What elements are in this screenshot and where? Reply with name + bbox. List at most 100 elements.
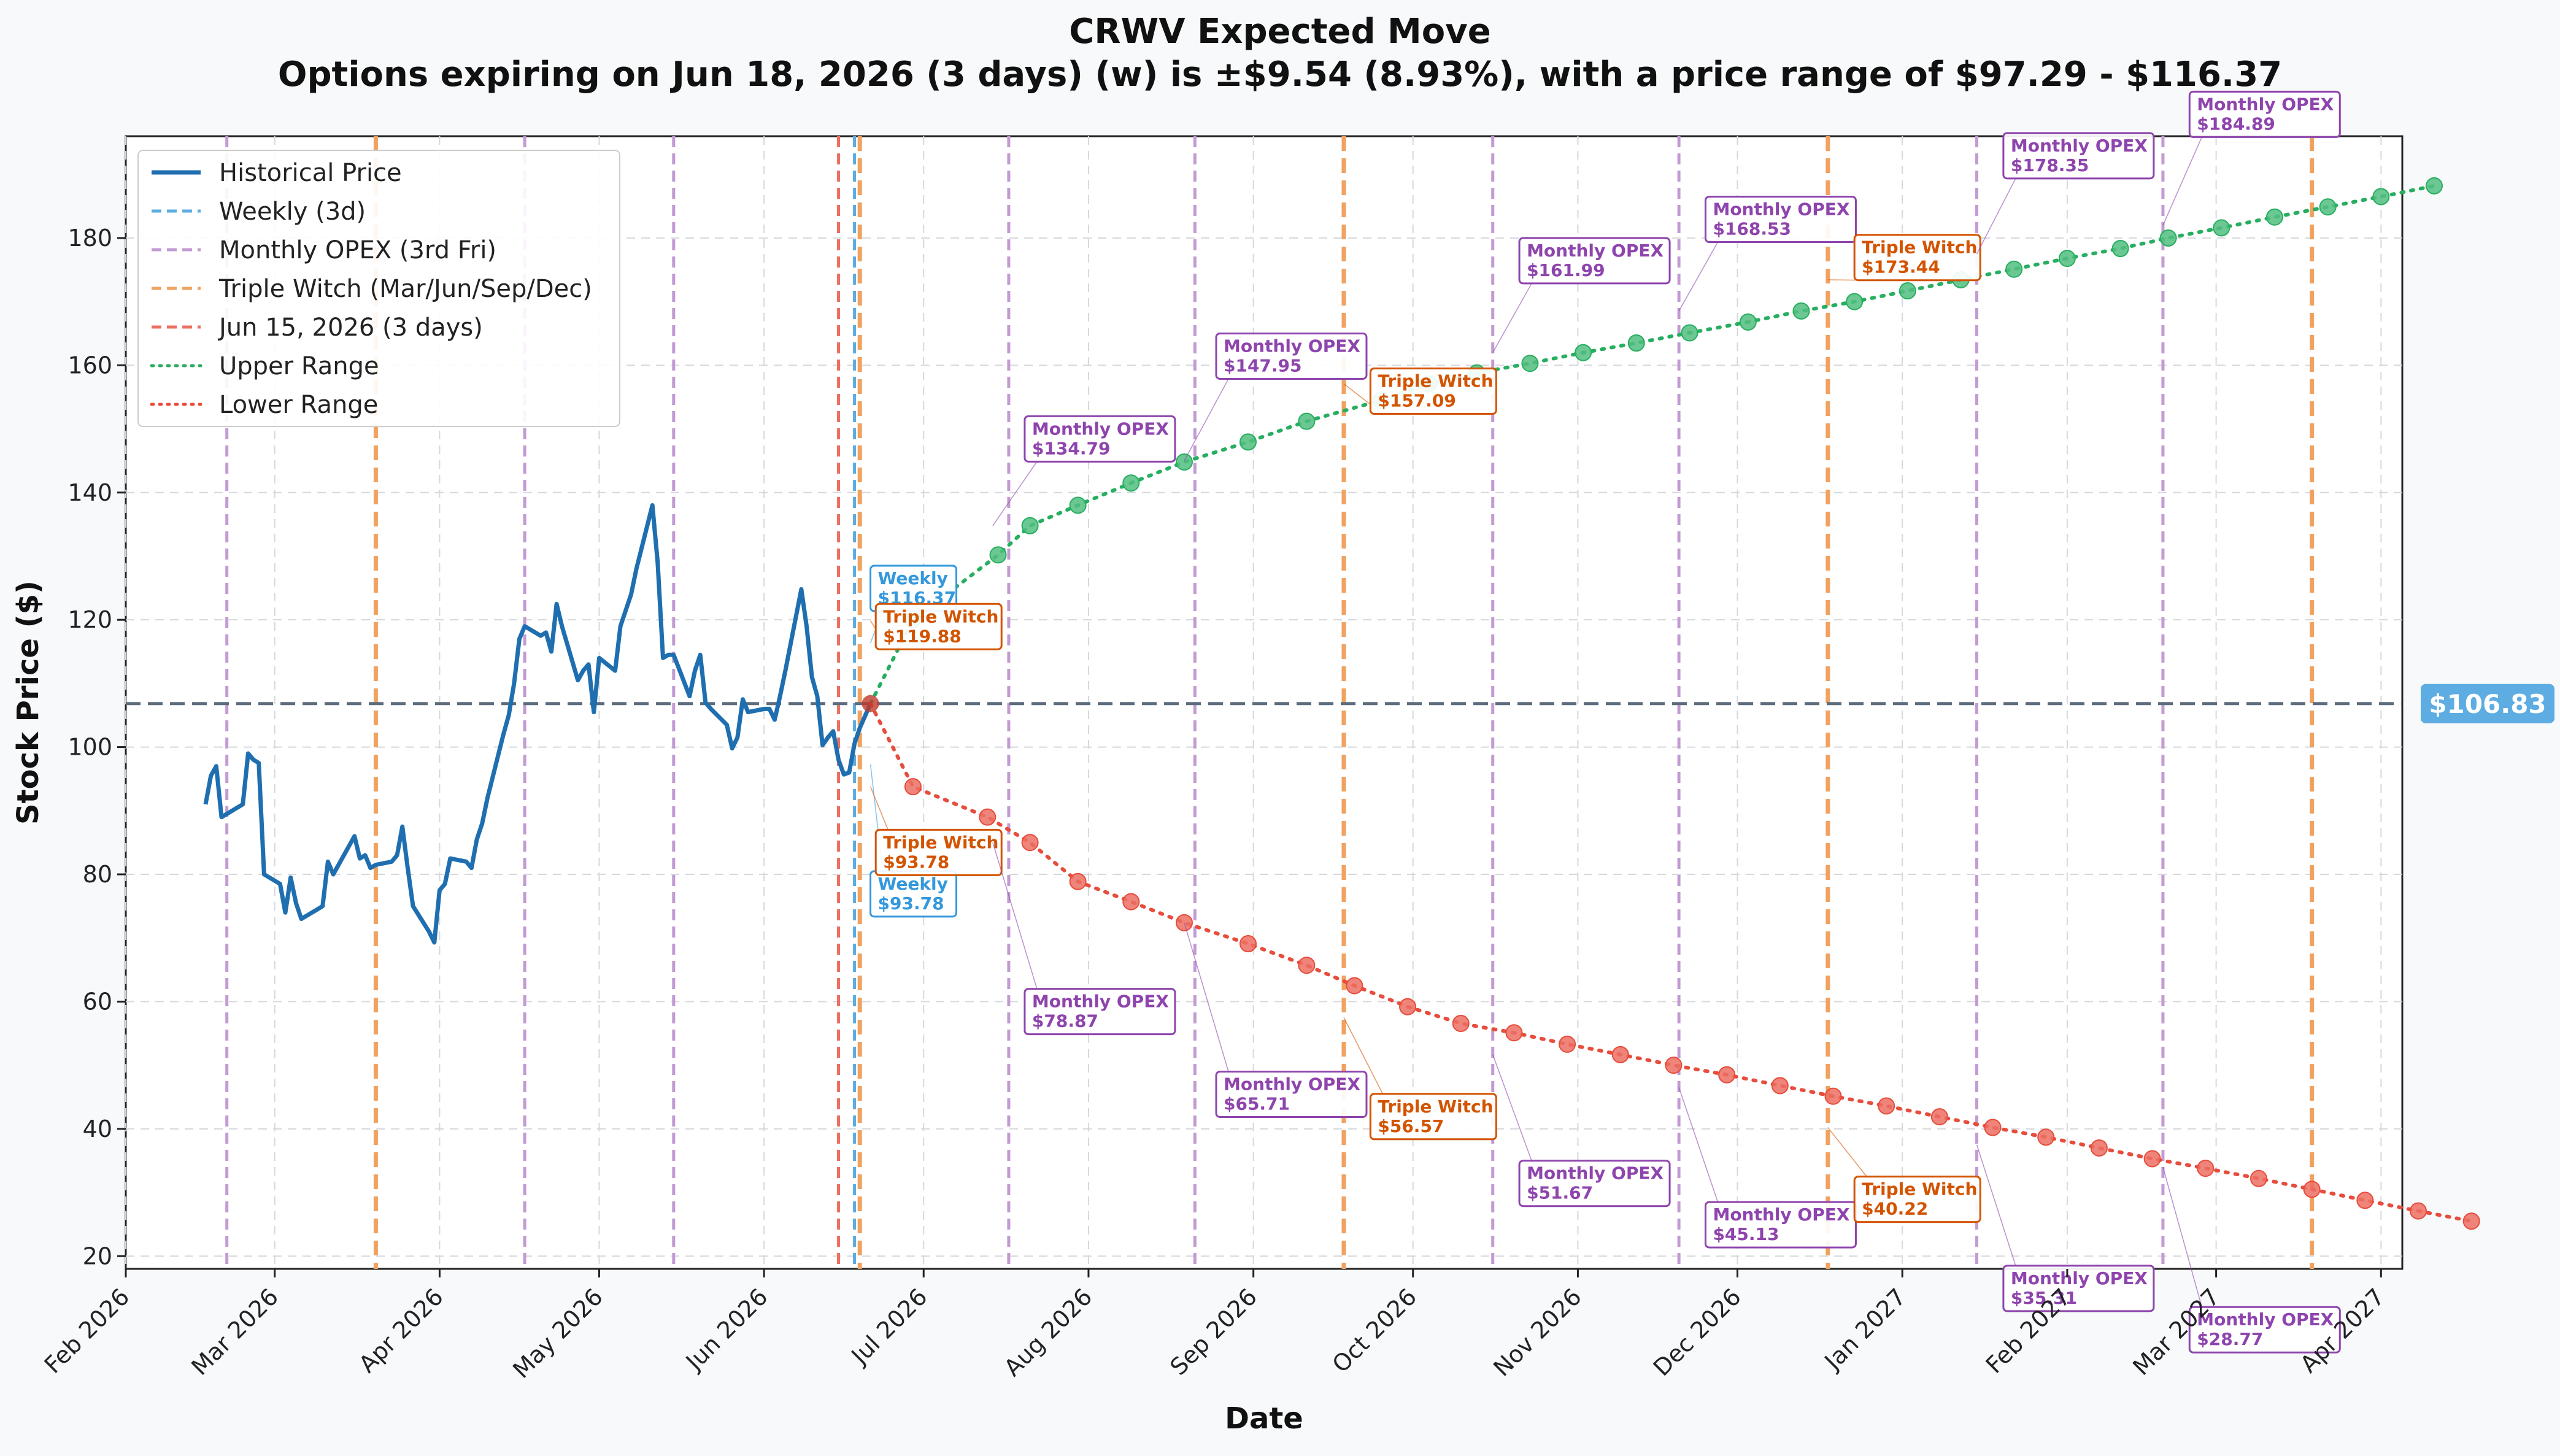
upper-range-point [2213, 219, 2230, 237]
annotation-value: $173.44 [1862, 257, 1940, 277]
triple-annotation: Triple Witch$93.78 [869, 786, 1003, 876]
legend-item: Triple Witch (Mar/Jun/Sep/Dec) [152, 275, 592, 303]
upper-range-point [2111, 240, 2129, 258]
lower-range-point [1611, 1046, 1629, 1063]
y-axis-label: Stock Price ($) [11, 580, 45, 825]
y-tick-label: 160 [67, 352, 112, 379]
annotation-value: $161.99 [1527, 260, 1605, 280]
lower-range-point [1824, 1087, 1842, 1105]
lower-range-point [2356, 1192, 2374, 1209]
upper-range-point [2319, 198, 2337, 216]
triple-annotation: Triple Witch$56.57 [1343, 1017, 1497, 1141]
lower-range-point [1069, 872, 1087, 890]
legend-label: Triple Witch (Mar/Jun/Sep/Dec) [218, 275, 592, 303]
upper-range-point [1739, 313, 1757, 331]
annotation-value: $78.87 [1032, 1011, 1098, 1031]
annotation-value: $168.53 [1713, 219, 1791, 239]
annotation-title: Weekly [878, 568, 948, 588]
annotation-leader [1976, 1144, 2016, 1266]
annotation-title: Monthly OPEX [2197, 1309, 2334, 1330]
annotation-title: Monthly OPEX [1032, 992, 1169, 1012]
monthly-annotation: Monthly OPEX$147.95 [1184, 332, 1368, 461]
legend-label: Monthly OPEX (3rd Fri) [219, 236, 496, 264]
legend-item: Monthly OPEX (3rd Fri) [152, 236, 496, 264]
annotation-value: $119.88 [883, 626, 962, 646]
lower-range-point [1559, 1035, 1576, 1053]
annotation-leader [1492, 1054, 1532, 1161]
monthly-annotation: Monthly OPEX$134.79 [992, 415, 1176, 526]
legend-label: Upper Range [219, 352, 379, 380]
annotation-leader [1678, 242, 1719, 312]
annotation-title: Monthly OPEX [1032, 418, 1169, 439]
annotation-box [1215, 332, 1368, 380]
annotation-value: $157.09 [1378, 391, 1456, 411]
lower-range-point [1298, 957, 1316, 974]
lower-range-point [2197, 1160, 2215, 1177]
upper-range-point [1021, 517, 1039, 534]
monthly-annotation: Monthly OPEX$178.35 [1976, 132, 2155, 255]
x-tick-label: Apr 2026 [353, 1283, 449, 1378]
upper-range-point [2058, 250, 2076, 268]
lower-range-point [1021, 834, 1039, 852]
annotation-leader [1343, 1017, 1384, 1095]
lower-range-point [904, 778, 922, 796]
monthly-annotation: Monthly OPEX$28.77 [2162, 1166, 2341, 1354]
annotation-box [1369, 368, 1497, 415]
annotation-title: Monthly OPEX [1527, 1163, 1664, 1184]
monthly-annotation: Monthly OPEX$161.99 [1492, 237, 1671, 353]
annotation-title: Monthly OPEX [1527, 241, 1664, 261]
lower-range-point [1346, 977, 1363, 995]
triple-annotation: Triple Witch$40.22 [1827, 1127, 1981, 1223]
historical-price-line [203, 503, 873, 945]
x-axis-label: Date [1225, 1401, 1303, 1436]
annotation-value: $40.22 [1862, 1199, 1928, 1219]
legend-label: Historical Price [219, 159, 402, 187]
weekly-annotation: Weekly$93.78 [869, 764, 958, 918]
annotation-leader [869, 786, 889, 830]
annotation-leader [1678, 1087, 1719, 1203]
x-tick-label: Mar 2026 [186, 1283, 283, 1381]
y-tick-label: 100 [67, 734, 112, 761]
upper-range-point [1575, 344, 1592, 361]
annotation-box [1853, 234, 1981, 282]
annotation-value: $93.78 [878, 893, 944, 914]
annotation-value: $45.13 [1713, 1224, 1779, 1244]
upper-range-point [1846, 293, 1864, 310]
current-price-layer: $106.83 [126, 684, 2554, 723]
upper-range-point [1899, 282, 1916, 300]
annotation-leader [992, 461, 1038, 526]
annotation-value: $184.89 [2197, 114, 2275, 134]
y-tick-label: 60 [83, 988, 112, 1015]
annotation-value: $147.95 [1224, 355, 1302, 376]
annotation-value: $65.71 [1224, 1094, 1290, 1114]
annotation-title: Monthly OPEX [1713, 199, 1849, 220]
upper-range-point [1521, 355, 1539, 372]
lower-range-point [1984, 1119, 2002, 1136]
legend-label: Weekly (3d) [219, 198, 366, 226]
triple-annotation: Triple Witch$173.44 [1827, 234, 1981, 282]
upper-range-point [2426, 177, 2443, 195]
annotation-leader [2162, 1166, 2202, 1308]
upper-range-point [989, 546, 1007, 564]
monthly-annotation: Monthly OPEX$35.31 [1976, 1144, 2155, 1312]
lower-range-point [1878, 1097, 1895, 1115]
annotation-value: $56.57 [1378, 1116, 1444, 1136]
annotation-value: $134.79 [1032, 438, 1111, 458]
upper-range-point [2159, 229, 2177, 247]
y-tick-label: 40 [83, 1115, 112, 1142]
upper-range-point [1069, 496, 1087, 514]
annotation-title: Triple Witch [1378, 1096, 1493, 1117]
lower-range-point [1930, 1108, 1948, 1126]
annotation-title: Monthly OPEX [1224, 1074, 1360, 1095]
annotation-leader [992, 842, 1038, 989]
monthly-annotation: Monthly OPEX$78.87 [992, 842, 1176, 1036]
annotation-title: Triple Witch [883, 832, 998, 852]
upper-range-point [2005, 260, 2023, 278]
annotation-title: Triple Witch [1862, 237, 1977, 258]
x-tick-label: Nov 2026 [1488, 1283, 1586, 1381]
y-tick-label: 80 [83, 861, 112, 888]
upper-range-point [1298, 412, 1316, 430]
